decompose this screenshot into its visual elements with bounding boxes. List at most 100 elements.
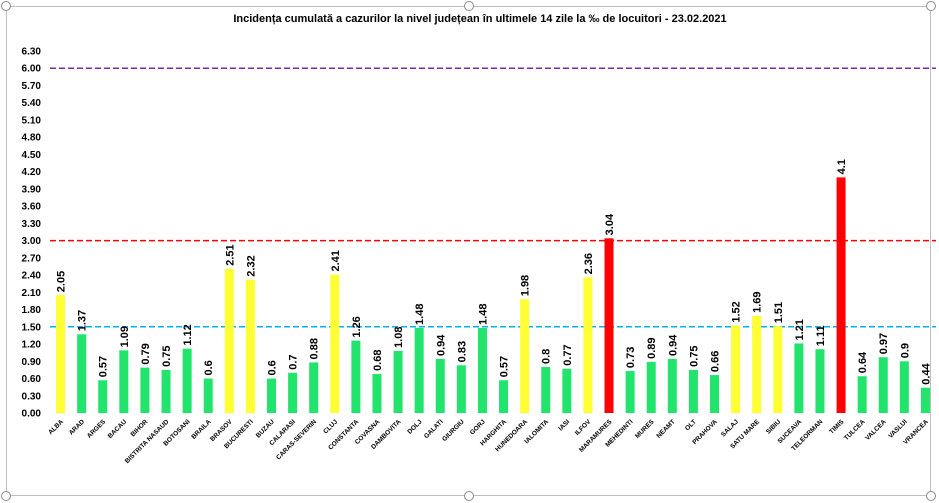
- y-tick-label: 4.80: [22, 133, 42, 144]
- bar: [604, 238, 614, 413]
- bar: [119, 350, 129, 413]
- value-label: 0.75: [688, 345, 700, 366]
- y-tick-label: 5.10: [22, 115, 42, 126]
- value-label: 1.09: [119, 326, 131, 347]
- y-tick-label: 5.70: [22, 81, 42, 92]
- category-label: IASI: [557, 418, 571, 432]
- category-label: GIURGIU: [441, 418, 466, 443]
- value-label: 0.6: [203, 360, 215, 375]
- y-tick-label: 1.80: [22, 305, 42, 316]
- value-label: 1.69: [752, 291, 764, 312]
- bar: [562, 368, 572, 413]
- value-label: 0.66: [710, 351, 722, 372]
- bar: [203, 378, 213, 413]
- category-label: TIMIS: [828, 418, 846, 436]
- value-label: 2.05: [56, 271, 68, 292]
- value-labels: 2.05 1.37 0.57 1.09 0.79 0.75 1.12 0.6 2.51 2.32 0…: [56, 159, 933, 385]
- y-tick-label: 2.70: [22, 253, 42, 264]
- y-tick-label: 6.30: [22, 47, 42, 58]
- bar: [667, 358, 677, 413]
- bar: [98, 380, 108, 413]
- value-label: 0.79: [140, 343, 152, 364]
- value-label: 0.88: [309, 338, 321, 359]
- y-tick-label: 4.50: [22, 150, 42, 161]
- value-label: 1.37: [77, 310, 89, 331]
- resize-handle-bottom-center[interactable]: [464, 491, 474, 501]
- value-label: 1.11: [815, 325, 827, 346]
- resize-handle-top-center[interactable]: [464, 1, 474, 11]
- value-label: 2.32: [245, 255, 257, 276]
- value-label: 0.73: [625, 347, 637, 368]
- category-label: ALBA: [47, 418, 65, 436]
- category-label: DOLJ: [406, 418, 423, 435]
- bar: [224, 268, 234, 413]
- bar: [309, 362, 319, 413]
- bars: [56, 177, 930, 413]
- value-label: 0.7: [288, 354, 300, 369]
- bar: [161, 369, 171, 413]
- bar: [330, 274, 340, 413]
- y-tick-label: 0.90: [22, 357, 42, 368]
- resize-handle-bottom-left[interactable]: [1, 491, 11, 501]
- bar: [878, 357, 888, 413]
- bar: [414, 327, 424, 413]
- value-label: 2.41: [330, 250, 342, 271]
- y-tick-label: 0.30: [22, 391, 42, 402]
- bar: [56, 295, 66, 413]
- bar: [456, 365, 466, 413]
- resize-handle-top-right[interactable]: [926, 1, 936, 11]
- bar: [393, 350, 403, 413]
- bar: [520, 299, 530, 413]
- value-label: 4.1: [836, 159, 848, 174]
- bar: [899, 361, 909, 413]
- y-tick-label: 5.40: [22, 98, 42, 109]
- bar: [752, 315, 762, 413]
- value-label: 1.48: [477, 304, 489, 325]
- category-label: BIHOR: [130, 418, 150, 438]
- y-tick-label: 1.50: [22, 322, 42, 333]
- resize-handle-top-left[interactable]: [1, 1, 11, 11]
- y-tick-label: 2.10: [22, 288, 42, 299]
- value-label: 0.64: [857, 351, 869, 373]
- value-label: 0.9: [899, 343, 911, 358]
- value-label: 0.83: [456, 341, 468, 362]
- category-label: SIBIU: [765, 418, 782, 435]
- category-label: CARAS-SEVERIN: [275, 418, 318, 461]
- value-label: 0.97: [878, 333, 890, 354]
- category-label: ILFOV: [574, 418, 593, 437]
- bar: [541, 367, 551, 413]
- y-axis: 0.00 0.30 0.60 0.90 1.20 1.50 1.80 2.10 2.40 2.70…: [22, 47, 42, 420]
- bar: [583, 277, 593, 413]
- category-label: OLT: [684, 418, 698, 432]
- value-label: 0.94: [435, 334, 447, 356]
- value-label: 0.57: [98, 356, 110, 377]
- value-label: 0.44: [920, 362, 932, 384]
- y-tick-label: 0.00: [22, 409, 42, 420]
- value-label: 1.98: [520, 275, 532, 296]
- value-label: 0.57: [499, 356, 511, 377]
- y-tick-label: 3.00: [22, 236, 42, 247]
- value-label: 3.04: [604, 213, 616, 235]
- value-label: 1.21: [794, 319, 806, 340]
- value-label: 2.51: [224, 244, 236, 265]
- category-label: BACAU: [107, 418, 129, 440]
- y-tick-label: 2.40: [22, 271, 42, 282]
- y-tick-label: 1.20: [22, 340, 42, 351]
- bar: [857, 376, 867, 413]
- bar: [182, 348, 192, 413]
- resize-handle-bottom-right[interactable]: [926, 491, 936, 501]
- value-label: 1.51: [773, 302, 785, 323]
- category-label: ARGES: [86, 418, 108, 440]
- bar: [625, 371, 635, 413]
- bar: [477, 327, 487, 413]
- bar: [140, 367, 150, 413]
- value-label: 0.6: [267, 360, 279, 375]
- value-label: 0.75: [161, 345, 173, 366]
- category-label: VALCEA: [864, 418, 888, 442]
- value-label: 0.68: [372, 350, 384, 371]
- value-label: 0.89: [646, 337, 658, 358]
- category-label: NEAMT: [655, 418, 676, 439]
- category-label: GORJ: [469, 418, 487, 436]
